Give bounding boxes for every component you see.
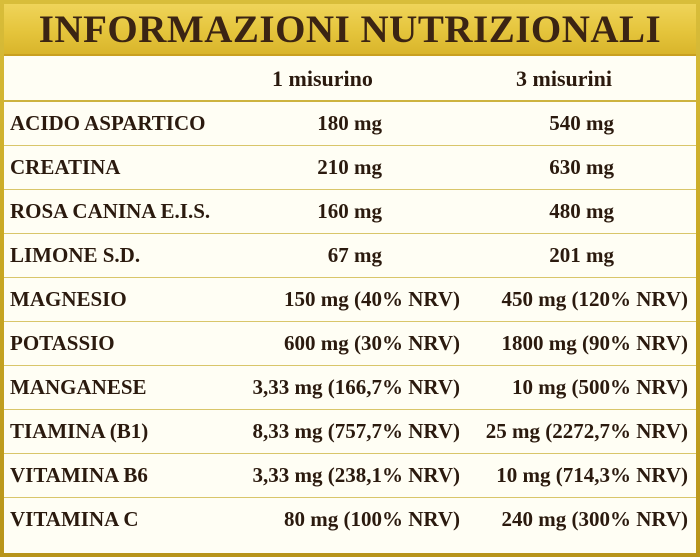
value-3-misurini: 1800 mg (90% NRV) xyxy=(501,331,689,355)
nutrient-name: ROSA CANINA E.I.S. xyxy=(10,199,211,223)
nutrient-name: VITAMINA B6 xyxy=(10,463,148,487)
nutrient-name: MAGNESIO xyxy=(10,287,127,311)
value-1-misurino: 160 mg xyxy=(317,199,382,223)
value-3-misurini: 240 mg (300% NRV) xyxy=(501,507,689,531)
value-1-misurino: 80 mg (100% NRV) xyxy=(284,507,460,531)
value-3-misurini: 10 mg (714,3% NRV) xyxy=(496,463,688,487)
column-header-1-misurino: 1 misurino xyxy=(272,66,373,91)
table-body: ACIDO ASPARTICO 180 mg 540 mg CREATINA 2… xyxy=(4,100,696,541)
nutrient-name: TIAMINA (B1) xyxy=(10,419,149,443)
table-row: MANGANESE 3,33 mg (166,7% NRV) 10 mg (50… xyxy=(4,365,696,409)
value-3-misurini: 201 mg xyxy=(549,243,614,267)
table-row: MAGNESIO 150 mg (40% NRV) 450 mg (120% N… xyxy=(4,277,696,321)
table-row: TIAMINA (B1) 8,33 mg (757,7% NRV) 25 mg … xyxy=(4,409,696,453)
nutrient-name: LIMONE S.D. xyxy=(10,243,141,267)
value-1-misurino: 8,33 mg (757,7% NRV) xyxy=(252,419,461,443)
nutrient-name: VITAMINA C xyxy=(10,507,139,531)
value-3-misurini: 450 mg (120% NRV) xyxy=(501,287,689,311)
value-3-misurini: 480 mg xyxy=(549,199,614,223)
table-row: POTASSIO 600 mg (30% NRV) 1800 mg (90% N… xyxy=(4,321,696,365)
value-1-misurino: 600 mg (30% NRV) xyxy=(284,331,460,355)
value-1-misurino: 3,33 mg (238,1% NRV) xyxy=(252,463,461,487)
nutrient-name: ACIDO ASPARTICO xyxy=(10,111,206,135)
value-3-misurini: 630 mg xyxy=(549,155,614,179)
table-row: VITAMINA C 80 mg (100% NRV) 240 mg (300%… xyxy=(4,497,696,541)
value-3-misurini: 10 mg (500% NRV) xyxy=(512,375,688,399)
table-row: ACIDO ASPARTICO 180 mg 540 mg xyxy=(4,100,696,145)
value-1-misurino: 3,33 mg (166,7% NRV) xyxy=(252,375,461,399)
table-row: VITAMINA B6 3,33 mg (238,1% NRV) 10 mg (… xyxy=(4,453,696,497)
value-3-misurini: 25 mg (2272,7% NRV) xyxy=(485,419,688,443)
table-row: CREATINA 210 mg 630 mg xyxy=(4,145,696,189)
nutrient-name: CREATINA xyxy=(10,155,121,179)
value-3-misurini: 540 mg xyxy=(549,111,614,135)
value-1-misurino: 150 mg (40% NRV) xyxy=(284,287,460,311)
table-row: LIMONE S.D. 67 mg 201 mg xyxy=(4,233,696,277)
nutrient-name: MANGANESE xyxy=(10,375,147,399)
table-row: ROSA CANINA E.I.S. 160 mg 480 mg xyxy=(4,189,696,233)
value-1-misurino: 210 mg xyxy=(317,155,382,179)
value-1-misurino: 67 mg xyxy=(327,243,382,267)
nutrition-table: INFORMAZIONI NUTRIZIONALI 1 misurino 3 m… xyxy=(4,4,696,553)
table-title: INFORMAZIONI NUTRIZIONALI xyxy=(38,7,662,51)
nutrient-name: POTASSIO xyxy=(10,331,115,355)
value-1-misurino: 180 mg xyxy=(317,111,382,135)
title-bar: INFORMAZIONI NUTRIZIONALI xyxy=(4,4,696,56)
column-header-3-misurini: 3 misurini xyxy=(516,66,612,91)
